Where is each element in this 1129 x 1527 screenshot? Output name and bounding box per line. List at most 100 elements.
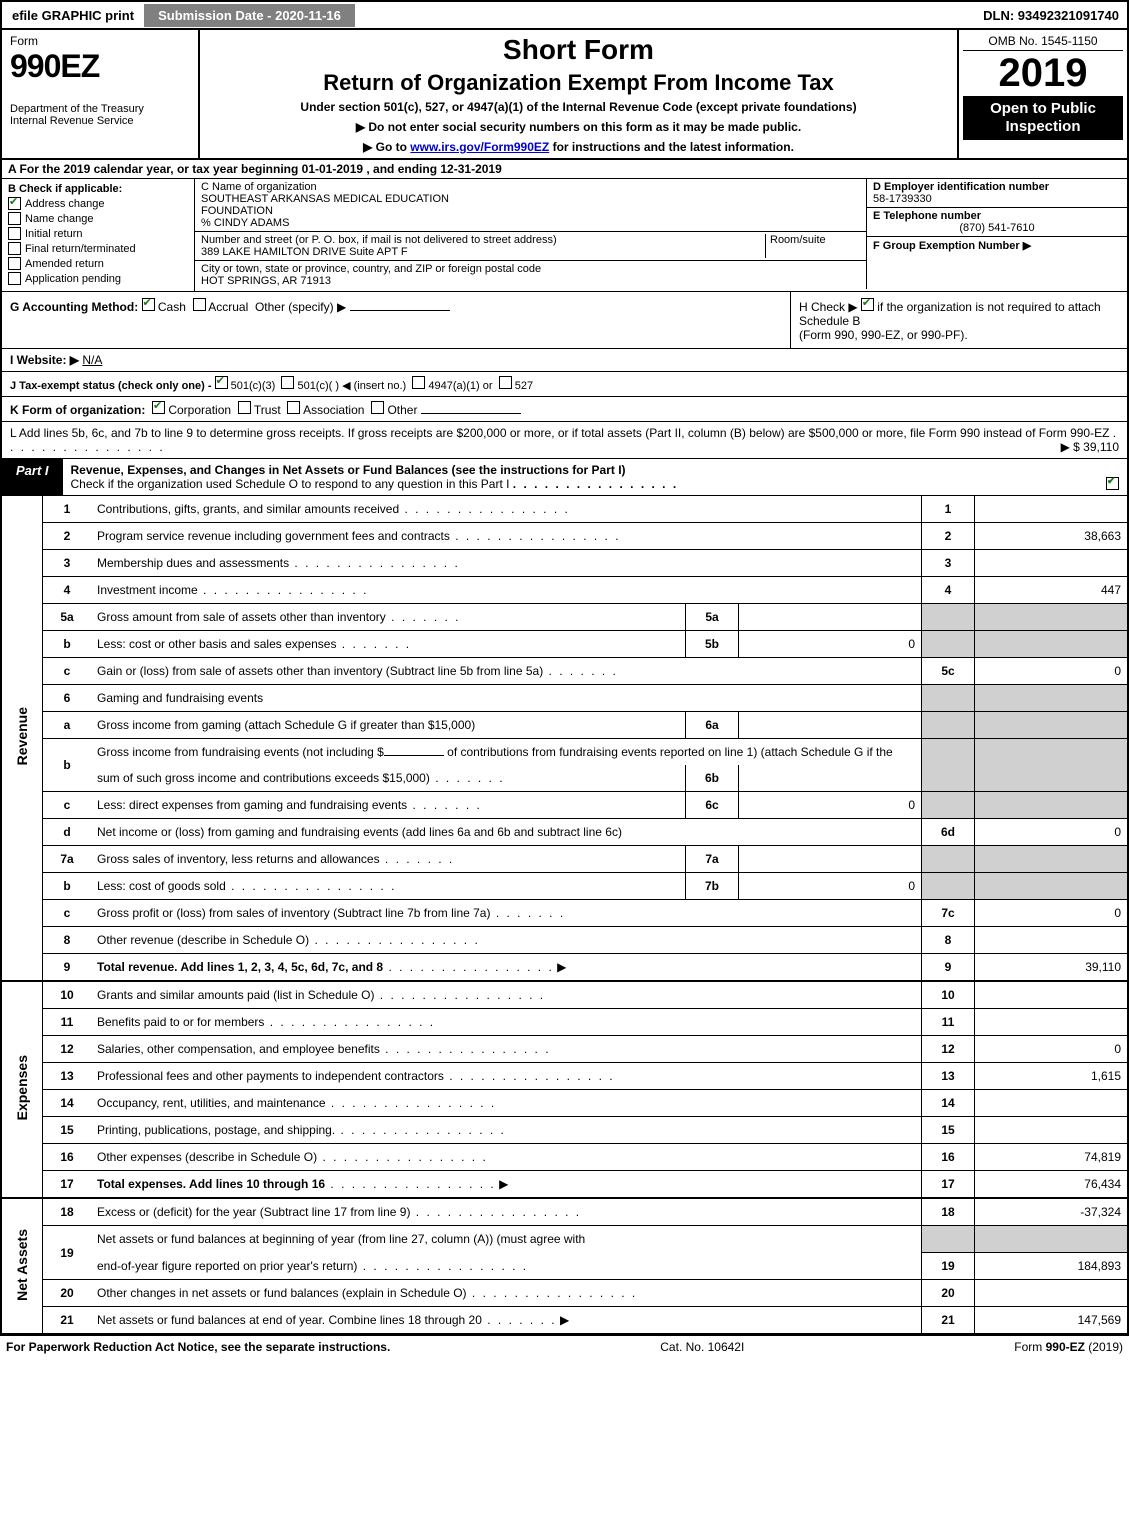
table-row: end-of-year figure reported on prior yea… <box>1 1253 1128 1280</box>
section-def: D Employer identification number 58-1739… <box>867 179 1127 291</box>
irs-link[interactable]: www.irs.gov/Form990EZ <box>410 140 549 154</box>
line-value <box>975 496 1129 523</box>
part-1-title: Revenue, Expenses, and Changes in Net As… <box>63 459 1127 495</box>
check-schedule-o[interactable] <box>1106 477 1119 490</box>
line-desc: Program service revenue including govern… <box>91 523 922 550</box>
expenses-label: Expenses <box>1 981 43 1198</box>
irs-label: Internal Revenue Service <box>10 115 190 127</box>
line-num: c <box>43 900 92 927</box>
check-assoc[interactable] <box>287 401 300 414</box>
opt-corp: Corporation <box>168 403 231 417</box>
l-amount: ▶ $ 39,110 <box>1061 440 1119 454</box>
line-value <box>975 1280 1129 1307</box>
line-desc: Less: cost or other basis and sales expe… <box>91 631 686 658</box>
short-form-label: Short Form <box>208 34 949 66</box>
line-ref: 21 <box>922 1307 975 1334</box>
line-ref: 18 <box>922 1198 975 1226</box>
line-num: 17 <box>43 1171 92 1199</box>
line-ref: 16 <box>922 1144 975 1171</box>
table-row: 19 Net assets or fund balances at beginn… <box>1 1226 1128 1253</box>
line-num: a <box>43 712 92 739</box>
check-name-change[interactable]: Name change <box>8 212 188 225</box>
check-schedule-b[interactable] <box>861 298 874 311</box>
efile-print-button[interactable]: efile GRAPHIC print <box>2 4 144 27</box>
check-cash[interactable] <box>142 298 155 311</box>
line-num: 4 <box>43 577 92 604</box>
check-501c3[interactable] <box>215 376 228 389</box>
line-desc: Other changes in net assets or fund bala… <box>91 1280 922 1307</box>
check-accrual[interactable] <box>193 298 206 311</box>
i-label: I Website: ▶ <box>10 353 79 367</box>
line-num: 11 <box>43 1009 92 1036</box>
checkbox-icon <box>8 197 21 210</box>
label-org-name: C Name of organization <box>201 181 860 193</box>
line-value: 0 <box>975 1036 1129 1063</box>
line-value: 39,110 <box>975 954 1129 982</box>
line-desc: Net assets or fund balances at end of ye… <box>91 1307 922 1334</box>
g-label: G Accounting Method: <box>10 300 138 314</box>
check-other-org[interactable] <box>371 401 384 414</box>
checkbox-label: Address change <box>25 198 105 210</box>
line-value <box>975 873 1129 900</box>
check-corp[interactable] <box>152 401 165 414</box>
row-g: G Accounting Method: Cash Accrual Other … <box>2 292 790 348</box>
table-row: 6 Gaming and fundraising events <box>1 685 1128 712</box>
table-row: 11 Benefits paid to or for members 11 <box>1 1009 1128 1036</box>
check-final-return[interactable]: Final return/terminated <box>8 242 188 255</box>
form-title: Return of Organization Exempt From Incom… <box>208 70 949 96</box>
section-b: B Check if applicable: Address change Na… <box>2 179 195 291</box>
table-row: 7a Gross sales of inventory, less return… <box>1 846 1128 873</box>
h-post2: (Form 990, 990-EZ, or 990-PF). <box>799 328 1119 342</box>
line-value: 74,819 <box>975 1144 1129 1171</box>
check-trust[interactable] <box>238 401 251 414</box>
part-1-header: Part I Revenue, Expenses, and Changes in… <box>0 459 1129 496</box>
label-group-exemption: F Group Exemption Number ▶ <box>873 240 1031 252</box>
table-row: b Gross income from fundraising events (… <box>1 739 1128 766</box>
line-ref: 5c <box>922 658 975 685</box>
line-num: b <box>43 873 92 900</box>
line-desc: Gaming and fundraising events <box>91 685 922 712</box>
table-row: 3 Membership dues and assessments 3 <box>1 550 1128 577</box>
line-ref: 9 <box>922 954 975 982</box>
line-desc: Gross amount from sale of assets other t… <box>91 604 686 631</box>
line-desc: Excess or (deficit) for the year (Subtra… <box>91 1198 922 1226</box>
label-phone: E Telephone number <box>873 210 1121 222</box>
website-value: N/A <box>82 353 102 367</box>
check-amended[interactable]: Amended return <box>8 257 188 270</box>
line-desc: Gross sales of inventory, less returns a… <box>91 846 686 873</box>
line-value <box>975 550 1129 577</box>
line-value: 38,663 <box>975 523 1129 550</box>
other-specify-input[interactable] <box>350 310 450 311</box>
line-ref <box>922 712 975 739</box>
sub-ref: 6c <box>686 792 739 819</box>
row-k-org-form: K Form of organization: Corporation Trus… <box>0 397 1129 422</box>
form-id-block: Form 990EZ Department of the Treasury In… <box>2 30 200 158</box>
k-label: K Form of organization: <box>10 403 145 417</box>
line-desc: sum of such gross income and contributio… <box>91 765 686 792</box>
top-bar: efile GRAPHIC print Submission Date - 20… <box>0 0 1129 30</box>
fundraising-amount-input[interactable] <box>384 755 444 756</box>
submission-date: Submission Date - 2020-11-16 <box>144 4 355 27</box>
table-row: d Net income or (loss) from gaming and f… <box>1 819 1128 846</box>
line-ref: 15 <box>922 1117 975 1144</box>
other-org-input[interactable] <box>421 413 521 414</box>
net-assets-label: Net Assets <box>1 1198 43 1334</box>
line-num: 15 <box>43 1117 92 1144</box>
check-527[interactable] <box>499 376 512 389</box>
line-desc: Membership dues and assessments <box>91 550 922 577</box>
line-ref: 11 <box>922 1009 975 1036</box>
check-pending[interactable]: Application pending <box>8 272 188 285</box>
check-4947[interactable] <box>412 376 425 389</box>
check-initial-return[interactable]: Initial return <box>8 227 188 240</box>
checkbox-label: Name change <box>25 213 94 225</box>
sub-ref: 6b <box>686 765 739 792</box>
checkbox-icon <box>8 227 21 240</box>
line-value <box>975 792 1129 819</box>
part-1-check-text: Check if the organization used Schedule … <box>71 477 510 491</box>
check-501c[interactable] <box>281 376 294 389</box>
line-ref: 14 <box>922 1090 975 1117</box>
city-state-zip: HOT SPRINGS, AR 71913 <box>201 275 860 287</box>
check-address-change[interactable]: Address change <box>8 197 188 210</box>
table-row: a Gross income from gaming (attach Sched… <box>1 712 1128 739</box>
ein-value: 58-1739330 <box>873 193 1121 205</box>
